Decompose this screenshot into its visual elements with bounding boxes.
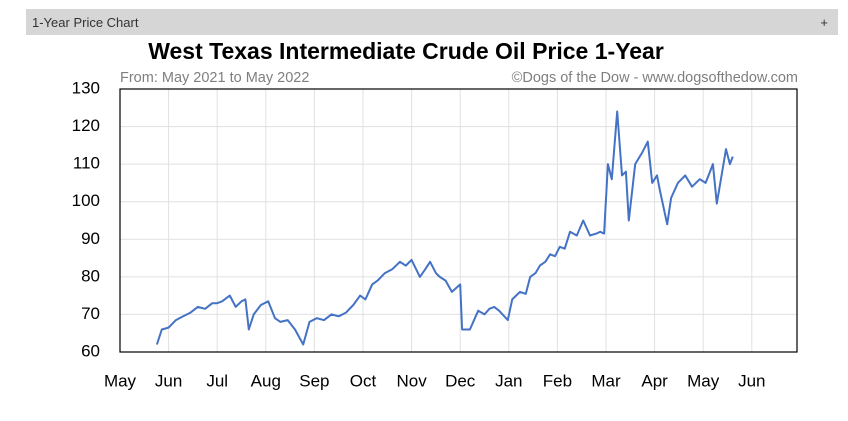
y-tick-label: 90	[81, 229, 100, 248]
chart-subtitle: From: May 2021 to May 2022	[120, 70, 309, 86]
x-tick-label: Nov	[396, 371, 427, 390]
x-tick-label: Oct	[350, 371, 377, 390]
x-tick-label: May	[687, 371, 720, 390]
panel-header: 1-Year Price Chart +	[26, 9, 838, 35]
x-tick-label: Sep	[299, 371, 329, 390]
x-tick-label: Jun	[155, 371, 182, 390]
y-tick-label: 120	[72, 116, 100, 135]
x-tick-label: Jul	[206, 371, 228, 390]
x-tick-label: Mar	[591, 371, 621, 390]
x-tick-label: Jan	[495, 371, 522, 390]
x-tick-label: Dec	[445, 371, 476, 390]
y-tick-label: 110	[73, 154, 100, 173]
price-line	[155, 110, 734, 346]
y-tick-label: 80	[81, 266, 100, 285]
y-tick-label: 70	[81, 304, 100, 323]
y-tick-label: 130	[72, 78, 100, 97]
chart-credit: ©Dogs of the Dow - www.dogsofthedow.com	[512, 70, 798, 86]
plot-frame	[119, 88, 798, 353]
y-tick-label: 60	[81, 341, 100, 360]
x-tick-label: May	[104, 371, 137, 390]
x-tick-label: Apr	[641, 371, 668, 390]
x-tick-label: Jun	[738, 371, 765, 390]
expand-button[interactable]: +	[820, 15, 828, 30]
x-tick-label: Aug	[251, 371, 281, 390]
x-tick-label: Feb	[543, 371, 572, 390]
chart-title: West Texas Intermediate Crude Oil Price …	[148, 38, 664, 64]
panel-title: 1-Year Price Chart	[32, 15, 139, 30]
y-tick-label: 100	[72, 191, 100, 210]
